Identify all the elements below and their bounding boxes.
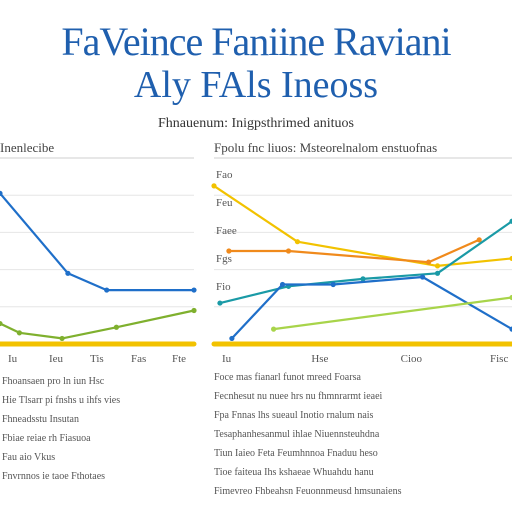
data-point — [191, 307, 197, 314]
data-point — [476, 237, 482, 243]
data-point — [434, 263, 441, 269]
right-text-line: Fimevreo Fhbeahsn Feuonnmeusd hmsunaiens — [214, 486, 402, 497]
left-text-line: Fhneadsstu Insutan — [2, 414, 79, 425]
data-point — [360, 276, 366, 282]
data-point — [509, 255, 512, 262]
data-point — [509, 326, 512, 332]
left-chart: Iu Ieu Tis Fas Fte — [0, 157, 197, 365]
data-point — [226, 248, 232, 254]
data-point — [0, 320, 3, 327]
data-point — [434, 270, 441, 276]
data-point — [279, 281, 286, 288]
left-text-line: Fbiae reiae rh Fiasuoa — [2, 433, 91, 444]
right-text-line: Tesaphanhesanmul ihlae Niuennsteuhdna — [214, 429, 380, 440]
series-line — [212, 184, 512, 267]
x-tick-label: Hse — [311, 353, 328, 365]
data-point — [509, 294, 512, 301]
left-text-line: Fhoansaen pro ln iun Hsc — [2, 376, 105, 387]
data-point — [420, 274, 426, 280]
page-title: FaVeince Faniine Raviani — [61, 19, 451, 64]
x-tick-label: Fisc — [490, 353, 508, 365]
right-text-block: Foce mas fianarl funot mreed Foarsa Fecn… — [214, 368, 510, 501]
data-point — [294, 239, 301, 245]
data-point — [104, 287, 110, 293]
data-point — [285, 248, 292, 254]
right-chart-label: Fpolu fnc liuos: Msteorelnalom enstuofna… — [214, 140, 438, 155]
series-line — [0, 192, 196, 292]
right-text-line: Foce mas fianarl funot mreed Foarsa — [214, 372, 361, 383]
data-point — [113, 324, 119, 330]
data-point — [0, 190, 3, 196]
data-point — [330, 281, 336, 288]
series-line — [272, 296, 512, 331]
x-tick-label: Fas — [131, 353, 146, 365]
x-tick-label: Cioo — [401, 353, 423, 365]
data-point — [509, 218, 512, 224]
data-point — [65, 270, 71, 276]
y-tick-label: Fio — [216, 281, 231, 293]
left-text-line: Fau aio Vkus — [2, 452, 56, 463]
right-text-line: Fpa Fnnas lhs sueaul Inotio rnalum nais — [214, 410, 374, 421]
data-point — [217, 300, 223, 306]
left-text-block: Fhoansaen pro ln iun Hsc Hie Tlsarr pi f… — [2, 372, 194, 486]
left-text-line: Fnvrnnos ie taoe Fthotaes — [2, 471, 106, 482]
data-point — [425, 259, 432, 265]
x-tick-label: Fte — [172, 353, 186, 365]
x-tick-label: Iu — [222, 353, 232, 365]
page-title-line2: Aly FAls Ineoss — [133, 64, 379, 106]
y-tick-label: Fao — [216, 169, 233, 181]
page-subtitle: Fhnauenum: Inigpsthrimed anituos — [158, 116, 354, 131]
right-text-line: Tioe faiteua Ihs kshaeae Whuahdu hanu — [214, 467, 374, 478]
data-point — [271, 326, 277, 332]
y-tick-label: Feu — [216, 197, 233, 209]
x-tick-label: Iu — [8, 353, 18, 365]
right-text-line: Tiun Iaieo Feta Feumhnnoa Fnaduu heso — [214, 448, 378, 459]
right-text-line: Fecnhesut nu nuee hrs nu fhmnrarmt ieaei — [214, 391, 383, 402]
series-line — [227, 238, 481, 264]
data-point — [16, 330, 22, 336]
left-chart-label: Inenlecibe — [0, 140, 55, 155]
right-chart: Fao Feu Faee Fgs Fio Iu Hse Cioo Fisc — [211, 157, 512, 365]
data-point — [211, 183, 217, 189]
data-point — [59, 335, 65, 342]
x-tick-label: Tis — [90, 353, 104, 365]
data-point — [229, 335, 235, 342]
series-line — [0, 309, 196, 340]
data-point — [191, 287, 197, 293]
x-tick-label: Ieu — [49, 353, 64, 365]
y-tick-label: Faee — [216, 225, 237, 237]
left-text-line: Hie Tlsarr pi fnshs u ihfs vies — [2, 395, 121, 406]
y-tick-label: Fgs — [216, 253, 232, 265]
